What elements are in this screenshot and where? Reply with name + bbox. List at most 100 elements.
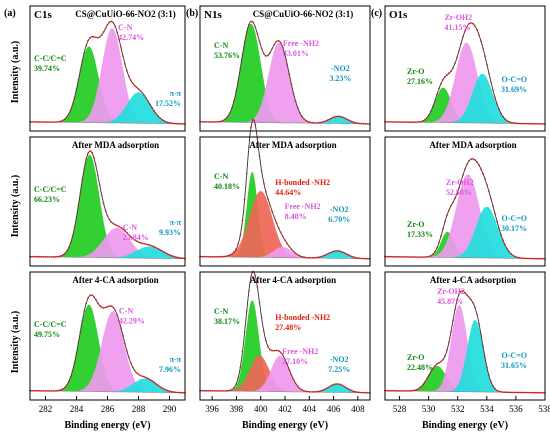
raw-data-point xyxy=(404,121,406,123)
raw-data-point xyxy=(536,122,538,125)
raw-data-point xyxy=(322,121,325,123)
raw-data-point xyxy=(226,255,229,257)
x-axis-label: Binding energy (eV) xyxy=(242,420,328,431)
raw-data-point xyxy=(252,118,255,121)
raw-data-point xyxy=(303,256,305,259)
raw-data-point xyxy=(335,250,337,252)
peak-percent: 44.64% xyxy=(275,188,301,197)
raw-data-point xyxy=(83,51,86,54)
peak-label: π-π xyxy=(170,355,182,364)
peak-label: C-C/C=C xyxy=(34,185,67,194)
raw-data-point xyxy=(364,257,367,260)
raw-data-point xyxy=(474,306,476,309)
raw-data-point xyxy=(127,233,130,236)
panel-title: After 4-CA adsorption xyxy=(72,275,158,285)
raw-data-point xyxy=(52,121,55,123)
raw-data-point xyxy=(245,31,248,33)
raw-data-point xyxy=(345,387,348,389)
raw-data-point xyxy=(299,255,301,257)
raw-data-point xyxy=(406,390,408,392)
raw-data-point xyxy=(155,382,157,385)
x-axis-label: Binding energy (eV) xyxy=(422,420,508,431)
raw-data-point xyxy=(506,391,508,394)
raw-data-point xyxy=(337,115,339,118)
raw-data-point xyxy=(126,69,128,72)
raw-data-point xyxy=(93,296,95,298)
raw-data-point xyxy=(220,120,223,123)
raw-data-point xyxy=(352,121,354,123)
raw-data-point xyxy=(155,246,157,249)
raw-data-point xyxy=(58,255,60,258)
raw-data-point xyxy=(464,168,466,171)
raw-data-point xyxy=(216,390,218,392)
raw-data-point xyxy=(42,121,45,123)
raw-data-point xyxy=(424,118,426,121)
raw-data-point xyxy=(71,369,74,372)
raw-data-point xyxy=(305,119,308,122)
raw-data-point xyxy=(311,256,314,259)
raw-data-point xyxy=(277,227,280,229)
raw-data-point xyxy=(60,255,62,257)
raw-data-point xyxy=(62,254,64,256)
raw-data-point xyxy=(534,257,536,260)
raw-data-point xyxy=(472,22,474,25)
raw-data-point xyxy=(38,121,41,123)
raw-data-point xyxy=(430,110,432,112)
raw-data-point xyxy=(282,235,284,238)
peak-percent: 7.25% xyxy=(328,365,350,374)
peak-percent: 27.10% xyxy=(282,357,308,366)
raw-data-point xyxy=(116,314,119,316)
raw-data-point xyxy=(218,255,221,258)
raw-data-point xyxy=(510,391,512,394)
raw-data-point xyxy=(410,121,412,124)
raw-data-point xyxy=(333,383,335,386)
raw-data-point xyxy=(182,123,185,125)
raw-data-point xyxy=(516,256,518,259)
raw-data-point xyxy=(350,389,352,392)
raw-data-point xyxy=(490,381,492,383)
raw-data-point xyxy=(137,373,140,376)
raw-data-point xyxy=(294,252,297,255)
raw-data-point xyxy=(470,22,472,24)
raw-data-point xyxy=(492,385,494,387)
raw-data-point xyxy=(120,327,122,329)
raw-data-point xyxy=(201,121,204,123)
raw-data-point xyxy=(241,219,244,222)
raw-data-point xyxy=(488,72,490,75)
raw-data-point xyxy=(38,255,41,258)
raw-data-point xyxy=(151,106,154,109)
raw-data-point xyxy=(438,87,440,90)
raw-data-point xyxy=(203,255,206,258)
raw-data-point xyxy=(133,369,136,372)
raw-data-point xyxy=(540,391,542,394)
raw-data-point xyxy=(73,226,76,229)
raw-data-point xyxy=(307,256,310,259)
raw-data-point xyxy=(354,121,356,124)
peak-label: Free -NH2 xyxy=(285,202,321,211)
panel-letter: (c) xyxy=(371,8,382,19)
raw-data-point xyxy=(155,112,157,115)
peak-percent: 40.18% xyxy=(214,182,240,191)
peak-percent: 66.23% xyxy=(34,195,60,204)
raw-data-point xyxy=(282,46,284,49)
raw-data-point xyxy=(286,242,288,245)
raw-data-point xyxy=(367,123,369,125)
raw-data-point xyxy=(286,363,288,366)
raw-data-point xyxy=(394,389,396,392)
peak-area xyxy=(200,383,370,393)
raw-data-point xyxy=(504,244,506,246)
raw-data-point xyxy=(339,383,342,386)
raw-data-point xyxy=(85,44,88,47)
raw-data-point xyxy=(273,43,276,46)
raw-data-point xyxy=(326,119,329,122)
raw-data-point xyxy=(420,385,422,388)
raw-data-point xyxy=(480,40,482,42)
raw-data-point xyxy=(168,390,171,393)
raw-data-point xyxy=(322,255,325,257)
raw-data-point xyxy=(528,391,530,394)
peak-percent: 27.16% xyxy=(407,77,433,86)
raw-data-point xyxy=(77,341,80,344)
raw-data-point xyxy=(474,25,476,27)
raw-data-point xyxy=(526,391,528,394)
panel-letter: (b) xyxy=(186,8,198,19)
